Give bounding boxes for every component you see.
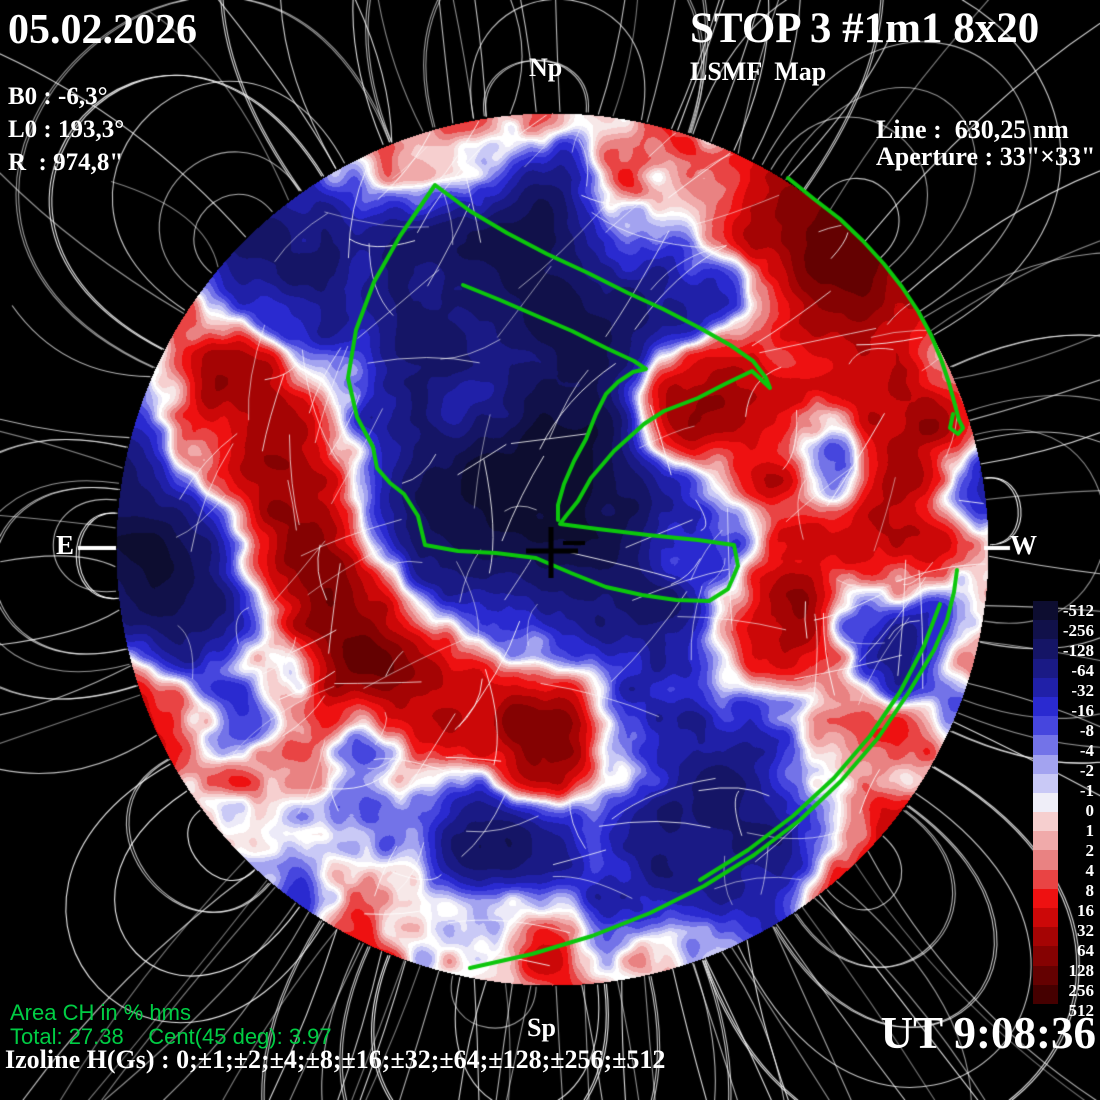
colorbar-labels: -512 -256 -128 -64 -32 -16 -8 -4 -2 -1 0 1 2 4 8 16 32 64… xyxy=(1048,601,1095,1020)
colorbar-tick-label: 16 xyxy=(1077,901,1094,920)
colorbar xyxy=(1033,601,1058,1004)
colorbar-cell xyxy=(1033,908,1058,928)
west-limb-label: W xyxy=(1010,530,1037,560)
izoline-levels-label: Izoline H(Gs) : 0;±1;±2;±4;±8;±16;±32;±6… xyxy=(5,1045,666,1074)
colorbar-tick-label: 256 xyxy=(1068,981,1095,1000)
colorbar-cell xyxy=(1033,984,1058,1004)
colorbar-cell xyxy=(1033,601,1058,621)
colorbar-cell xyxy=(1033,735,1058,755)
radius-label: R : 974,8" xyxy=(8,149,124,176)
colorbar-cell xyxy=(1033,658,1058,678)
colorbar-cell xyxy=(1033,850,1058,870)
colorbar-tick-label: -16 xyxy=(1071,701,1094,720)
colorbar-cell xyxy=(1033,927,1058,947)
colorbar-tick-label: -1 xyxy=(1079,781,1094,800)
map-type-label: LSMF Map xyxy=(690,57,827,86)
l0-angle-label: L0 : 193,3° xyxy=(8,116,125,143)
colorbar-tick-label: 2 xyxy=(1085,841,1095,860)
colorbar-cell xyxy=(1033,677,1058,697)
colorbar-tick-label: -8 xyxy=(1079,721,1094,740)
colorbar-tick-label: -256 xyxy=(1062,621,1094,640)
b0-angle-label: B0 : -6,3° xyxy=(8,83,108,110)
colorbar-tick-label: -4 xyxy=(1079,741,1094,760)
colorbar-cell xyxy=(1033,773,1058,793)
colorbar-cell xyxy=(1033,754,1058,774)
colorbar-cell xyxy=(1033,946,1058,966)
spectral-line-label: Line : 630,25 nm xyxy=(876,115,1069,144)
colorbar-cell xyxy=(1033,965,1058,985)
colorbar-tick-label: 4 xyxy=(1085,861,1095,880)
colorbar-tick-label: -512 xyxy=(1062,601,1094,620)
ut-time-label: UT 9:08:36 xyxy=(880,1008,1096,1058)
east-limb-label: E xyxy=(56,530,75,560)
colorbar-tick-label: 8 xyxy=(1085,881,1095,900)
colorbar-cell xyxy=(1033,869,1058,889)
colorbar-tick-label: -2 xyxy=(1079,761,1094,780)
south-pole-label: Sp xyxy=(527,1013,556,1042)
colorbar-tick-label: 0 xyxy=(1085,801,1095,820)
colorbar-tick-label: -32 xyxy=(1071,681,1094,700)
colorbar-tick-label: 128 xyxy=(1068,961,1095,980)
colorbar-cell xyxy=(1033,639,1058,659)
colorbar-tick-label: 32 xyxy=(1077,921,1094,940)
aperture-label: Aperture : 33"×33" xyxy=(876,142,1096,171)
colorbar-cell xyxy=(1033,792,1058,813)
north-pole-label: Np xyxy=(529,53,563,82)
colorbar-tick-label: -128 xyxy=(1062,641,1094,660)
area-ch-values: Total: 27.38 Cent(45 deg): 3.97 xyxy=(10,1024,332,1049)
colorbar-cell xyxy=(1033,812,1058,832)
colorbar-cell xyxy=(1033,831,1058,851)
colorbar-cell xyxy=(1033,716,1058,736)
colorbar-tick-label: 64 xyxy=(1077,941,1094,960)
colorbar-cell xyxy=(1033,888,1058,908)
page-title: STOP 3 #1m1 8x20 xyxy=(690,5,1040,52)
colorbar-cell xyxy=(1033,696,1058,717)
date-label: 05.02.2026 xyxy=(8,7,197,53)
colorbar-tick-label: 512 xyxy=(1068,1001,1095,1020)
area-ch-title: Area CH in % hms xyxy=(10,1000,191,1025)
colorbar-tick-label: 1 xyxy=(1085,821,1095,840)
colorbar-cell xyxy=(1033,620,1058,640)
colorbar-tick-label: -64 xyxy=(1071,661,1094,680)
